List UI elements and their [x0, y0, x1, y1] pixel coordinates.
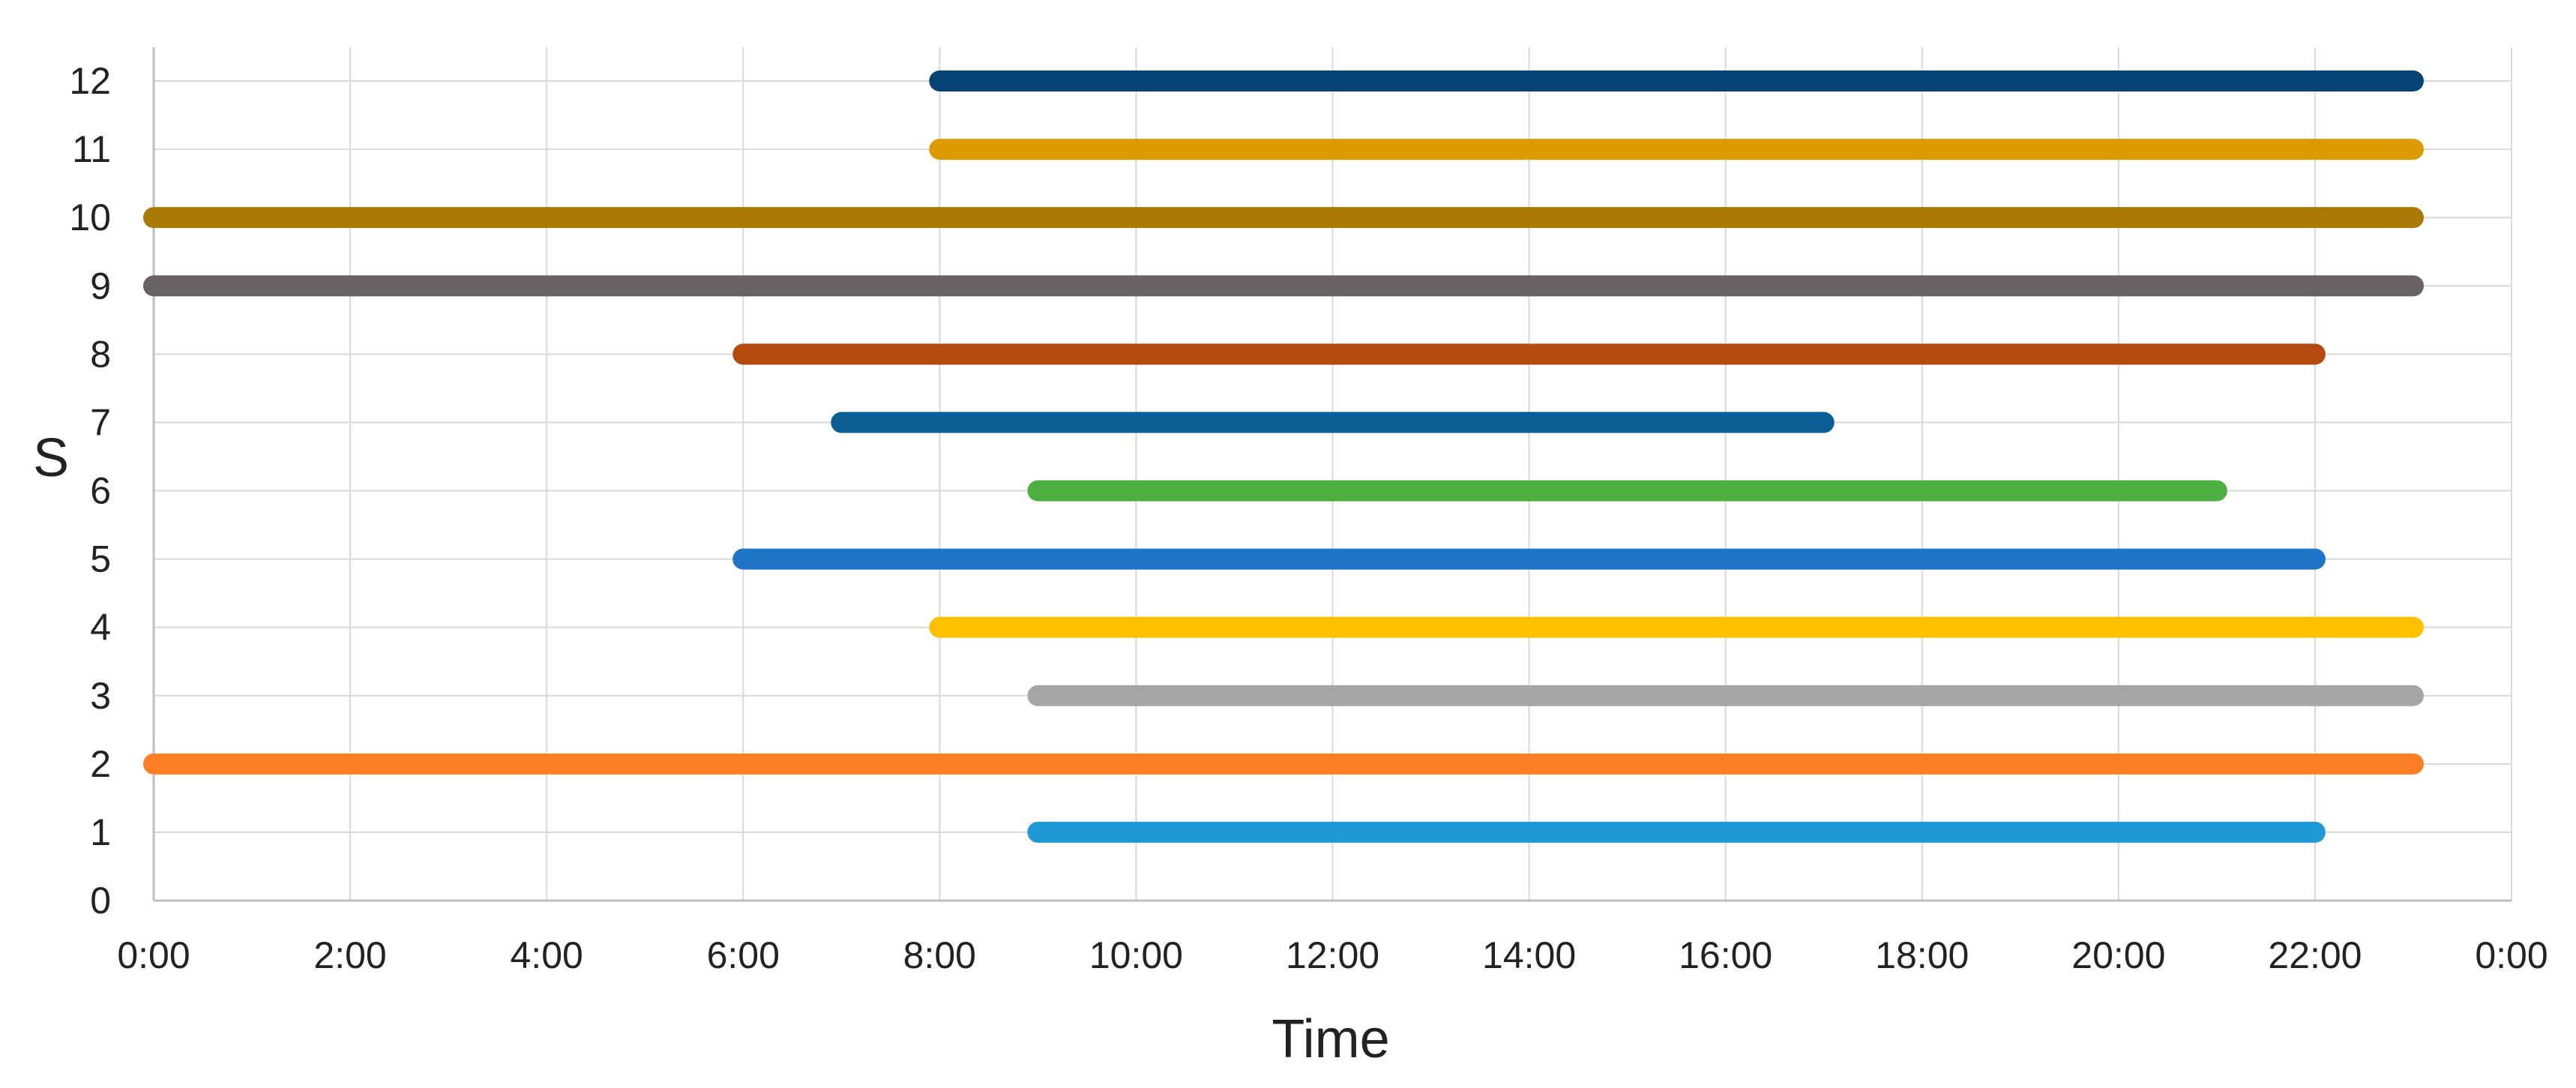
x-axis-title: Time: [1272, 1009, 1389, 1069]
y-tick-label-2: 2: [90, 743, 111, 785]
y-tick-label-12: 12: [69, 60, 111, 102]
x-tick-label-2: 4:00: [511, 934, 583, 976]
x-tick-label-9: 18:00: [1875, 934, 1969, 976]
y-tick-label-11: 11: [72, 128, 111, 170]
x-tick-label-11: 22:00: [2268, 934, 2362, 976]
y-tick-label-6: 6: [90, 470, 111, 512]
y-tick-label-9: 9: [90, 265, 111, 307]
y-tick-label-7: 7: [90, 401, 111, 443]
x-tick-label-5: 10:00: [1089, 934, 1183, 976]
x-tick-label-1: 2:00: [313, 934, 386, 976]
x-tick-label-10: 20:00: [2071, 934, 2165, 976]
y-tick-label-1: 1: [90, 811, 111, 853]
y-tick-label-3: 3: [90, 675, 111, 717]
x-tick-label-8: 16:00: [1679, 934, 1772, 976]
y-tick-label-10: 10: [69, 196, 111, 238]
x-tick-label-7: 14:00: [1482, 934, 1576, 976]
y-tick-label-0: 0: [90, 880, 111, 922]
x-tick-label-0: 0:00: [117, 934, 190, 976]
x-tick-label-3: 6:00: [707, 934, 780, 976]
y-tick-label-4: 4: [90, 607, 111, 649]
x-tick-label-6: 12:00: [1286, 934, 1379, 976]
duration-bars: [143, 70, 2424, 843]
y-tick-label-5: 5: [90, 538, 111, 580]
y-tick-label-8: 8: [90, 333, 111, 375]
x-tick-label-12: 0:00: [2475, 934, 2548, 976]
x-tick-label-4: 8:00: [903, 934, 976, 976]
y-axis-title: S: [33, 428, 69, 488]
